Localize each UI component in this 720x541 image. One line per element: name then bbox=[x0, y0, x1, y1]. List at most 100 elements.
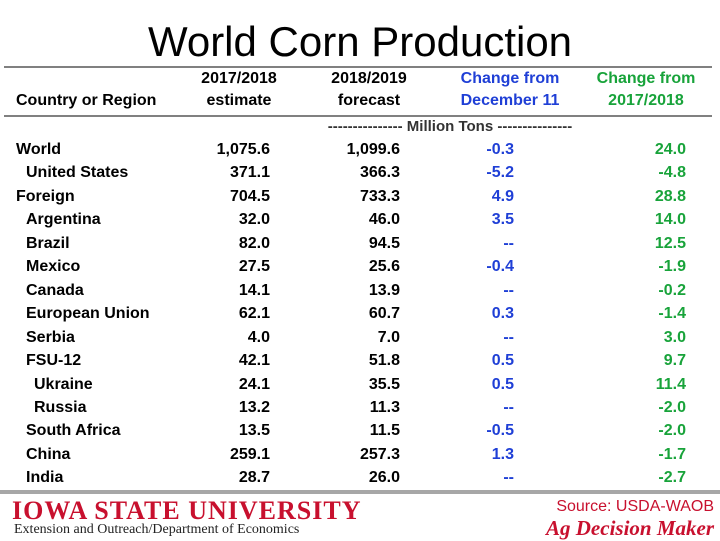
row-estimate: 371.1 bbox=[229, 164, 270, 182]
table-row: Foreign 704.5 733.3 4.9 28.8 bbox=[4, 185, 712, 208]
table-row: Canada 14.1 13.9 -- -0.2 bbox=[4, 279, 712, 302]
row-estimate: 704.5 bbox=[229, 187, 270, 205]
table-top-rule bbox=[4, 66, 712, 68]
row-name: South Africa bbox=[26, 422, 121, 440]
row-change-december: -- bbox=[503, 234, 514, 252]
row-name: Foreign bbox=[16, 187, 75, 205]
row-name: European Union bbox=[26, 305, 150, 323]
row-estimate: 27.5 bbox=[238, 258, 270, 276]
row-forecast: 46.0 bbox=[368, 211, 400, 229]
row-forecast: 733.3 bbox=[359, 187, 400, 205]
table-row: World 1,075.6 1,099.6 -0.3 24.0 bbox=[4, 138, 712, 161]
row-change-december: -- bbox=[503, 398, 514, 416]
table-row: Mexico 27.5 25.6 -0.4 -1.9 bbox=[4, 255, 712, 278]
table-row: Brazil 82.0 94.5 -- 12.5 bbox=[4, 232, 712, 255]
row-name: Argentina bbox=[26, 211, 101, 229]
row-change-december: -5.2 bbox=[486, 164, 514, 182]
row-name: Mexico bbox=[26, 258, 81, 276]
row-estimate: 28.7 bbox=[238, 469, 270, 487]
row-name: Serbia bbox=[26, 328, 75, 346]
slide-title: World Corn Production bbox=[147, 18, 573, 65]
row-change-year: 14.0 bbox=[654, 211, 686, 229]
row-name: China bbox=[26, 445, 71, 463]
row-change-year: -2.0 bbox=[658, 422, 686, 440]
row-estimate: 24.1 bbox=[238, 375, 270, 393]
row-change-december: -- bbox=[503, 469, 514, 487]
header-col3-line1: Change from bbox=[460, 70, 560, 87]
row-estimate: 62.1 bbox=[238, 305, 270, 323]
row-forecast: 1,099.6 bbox=[346, 141, 400, 158]
header-country: Country or Region bbox=[16, 92, 157, 109]
row-forecast: 7.0 bbox=[377, 328, 400, 346]
row-change-year: -4.8 bbox=[658, 164, 686, 182]
row-change-december: 1.3 bbox=[491, 445, 514, 463]
row-forecast: 11.5 bbox=[369, 422, 400, 440]
units-label: --------------- Million Tons -----------… bbox=[327, 118, 573, 135]
row-name: United States bbox=[26, 164, 129, 182]
row-change-december: -- bbox=[503, 328, 514, 346]
row-estimate: 13.2 bbox=[238, 398, 270, 416]
row-name: Brazil bbox=[26, 234, 70, 252]
row-name: World bbox=[16, 141, 62, 158]
header-col4-line2: 2017/2018 bbox=[608, 92, 684, 109]
row-estimate: 42.1 bbox=[238, 352, 270, 370]
row-change-year: -1.7 bbox=[658, 445, 686, 463]
row-change-december: -0.4 bbox=[486, 258, 514, 276]
row-change-year: -1.9 bbox=[658, 258, 686, 276]
row-change-december: 0.5 bbox=[491, 352, 514, 370]
row-change-december: 4.9 bbox=[491, 187, 514, 205]
row-forecast: 13.9 bbox=[368, 281, 400, 299]
source-text: Source: USDA-WAOB bbox=[556, 498, 714, 515]
row-forecast: 366.3 bbox=[359, 164, 400, 182]
university-logo: IOWA STATE UNIVERSITY bbox=[12, 496, 362, 525]
header-rule bbox=[4, 115, 712, 117]
footer-rule bbox=[0, 490, 720, 494]
row-forecast: 60.7 bbox=[368, 305, 400, 323]
header-col1-line2: estimate bbox=[206, 92, 272, 109]
table-row: Ukraine 24.1 35.5 0.5 11.4 bbox=[4, 373, 712, 396]
header-col3-line2: December 11 bbox=[460, 92, 560, 109]
table-row: China 259.1 257.3 1.3 -1.7 bbox=[4, 443, 712, 466]
row-change-december: 0.3 bbox=[491, 305, 514, 323]
header-col2-line1: 2018/2019 bbox=[331, 70, 407, 87]
row-change-year: -2.0 bbox=[658, 398, 686, 416]
production-table: Country or Region 2017/2018 estimate 201… bbox=[4, 66, 712, 486]
row-change-year: -1.4 bbox=[658, 305, 686, 323]
brand-text: Ag Decision Maker bbox=[546, 516, 714, 540]
row-estimate: 1,075.6 bbox=[216, 141, 270, 158]
table-row: Russia 13.2 11.3 -- -2.0 bbox=[4, 396, 712, 419]
table-row: Argentina 32.0 46.0 3.5 14.0 bbox=[4, 208, 712, 231]
header-col2-line2: forecast bbox=[337, 92, 401, 109]
row-name: Canada bbox=[26, 281, 84, 299]
row-estimate: 13.5 bbox=[238, 422, 270, 440]
row-change-december: -- bbox=[503, 281, 514, 299]
table-row: Serbia 4.0 7.0 -- 3.0 bbox=[4, 326, 712, 349]
row-change-december: 0.5 bbox=[491, 375, 514, 393]
row-change-december: 3.5 bbox=[491, 211, 514, 229]
row-name: Russia bbox=[34, 398, 87, 416]
row-name: Ukraine bbox=[34, 375, 93, 393]
header-col1-line1: 2017/2018 bbox=[201, 70, 277, 87]
footer: IOWA STATE UNIVERSITY Extension and Outr… bbox=[0, 490, 720, 540]
row-change-year: 28.8 bbox=[654, 187, 686, 205]
row-forecast: 51.8 bbox=[368, 352, 400, 370]
row-forecast: 257.3 bbox=[359, 445, 400, 463]
row-name: FSU-12 bbox=[26, 352, 82, 370]
row-change-year: 24.0 bbox=[654, 141, 686, 158]
row-change-december: -0.5 bbox=[486, 422, 514, 440]
row-forecast: 26.0 bbox=[368, 469, 400, 487]
row-forecast: 94.5 bbox=[368, 234, 400, 252]
row-estimate: 259.1 bbox=[229, 445, 270, 463]
row-change-year: 11.4 bbox=[655, 375, 686, 393]
row-estimate: 4.0 bbox=[247, 328, 270, 346]
table-row: European Union 62.1 60.7 0.3 -1.4 bbox=[4, 302, 712, 325]
row-name: India bbox=[26, 469, 64, 487]
row-change-december: -0.3 bbox=[486, 141, 514, 158]
table-row: United States 371.1 366.3 -5.2 -4.8 bbox=[4, 161, 712, 184]
row-forecast: 11.3 bbox=[369, 398, 400, 416]
header-col4-line1: Change from bbox=[596, 70, 696, 87]
row-estimate: 14.1 bbox=[238, 281, 270, 299]
row-change-year: 9.7 bbox=[663, 352, 686, 370]
department-text: Extension and Outreach/Department of Eco… bbox=[14, 522, 300, 537]
table-row: India 28.7 26.0 -- -2.7 bbox=[4, 466, 712, 489]
